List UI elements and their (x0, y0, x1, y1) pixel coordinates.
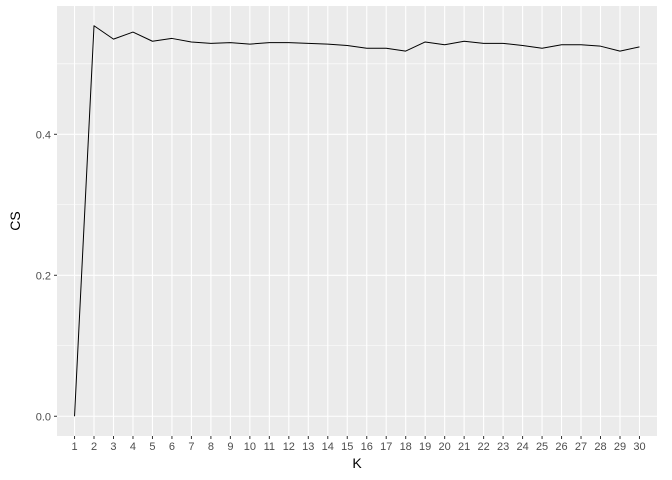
x-tick-label: 23 (497, 441, 509, 453)
x-tick-label: 24 (516, 441, 528, 453)
x-tick-label: 1 (71, 441, 77, 453)
x-tick-label: 27 (575, 441, 587, 453)
x-tick-label: 22 (477, 441, 489, 453)
x-tick-label: 11 (264, 441, 275, 453)
y-tick-label: 0.0 (36, 411, 51, 423)
grid-major-x (73, 6, 641, 436)
grid-minor-y (57, 63, 657, 347)
grid-major-y (57, 133, 657, 417)
x-tick-label: 19 (419, 441, 431, 453)
x-tick-label: 3 (110, 441, 116, 453)
x-tick-label: 28 (594, 441, 606, 453)
series-group (74, 25, 640, 417)
x-axis: 1 2 3 4 5 6 7 8 9 10 11 12 13 14 15 16 17 18 19 20 21 22 23 24 2… (71, 436, 646, 453)
x-tick-label: 4 (130, 441, 136, 453)
x-tick-label: 9 (227, 441, 233, 453)
x-axis-title: K (352, 455, 362, 471)
y-tick-label: 0.4 (36, 129, 51, 141)
x-tick-label: 26 (555, 441, 567, 453)
x-tick-label: 12 (283, 441, 295, 453)
x-tick-label: 29 (614, 441, 626, 453)
x-tick-label: 25 (536, 441, 548, 453)
x-tick-label: 17 (380, 441, 392, 453)
x-tick-label: 30 (633, 441, 645, 453)
x-tick-label: 8 (208, 441, 214, 453)
y-tick-label: 0.2 (36, 270, 51, 282)
x-tick-label: 2 (91, 441, 97, 453)
x-tick-label: 6 (169, 441, 175, 453)
x-tick-label: 18 (400, 441, 412, 453)
x-tick-label: 21 (458, 441, 470, 453)
x-tick-label: 20 (439, 441, 451, 453)
x-tick-label: 15 (341, 441, 353, 453)
x-tick-label: 5 (149, 441, 155, 453)
y-axis: 0.0 0.2 0.4 (36, 129, 57, 423)
plot-panel (57, 6, 657, 436)
x-tick-label: 16 (361, 441, 373, 453)
series-line (74, 25, 640, 417)
x-tick-label: 7 (188, 441, 194, 453)
x-tick-label: 13 (302, 441, 314, 453)
x-tick-label: 10 (244, 441, 256, 453)
x-tick-label: 14 (322, 441, 334, 453)
y-axis-title: CS (7, 211, 23, 230)
